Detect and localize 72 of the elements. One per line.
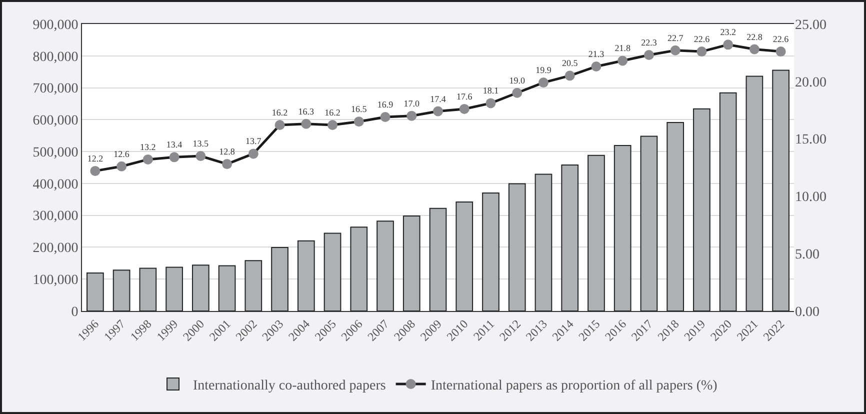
data-label: 17.0 (404, 98, 420, 108)
bar (534, 174, 552, 311)
bar (456, 201, 474, 311)
bar (666, 122, 684, 311)
data-label: 22.6 (694, 34, 710, 44)
data-label: 21.3 (588, 48, 605, 59)
bar (588, 154, 605, 311)
y2-tick-label: 10.00 (795, 190, 826, 206)
bar (482, 192, 500, 311)
bar (376, 220, 394, 311)
y-tick-label: 900,000 (32, 18, 78, 33)
data-label: 21.8 (614, 43, 631, 54)
bar (166, 266, 183, 311)
y-tick-label: 600,000 (32, 114, 78, 129)
bar (746, 76, 764, 311)
data-label: 16.3 (298, 106, 315, 116)
bar (271, 247, 288, 311)
bar (324, 232, 342, 311)
legend-label: Internationally co-authored papers (193, 378, 386, 394)
data-label: 13.4 (166, 140, 183, 150)
bar (429, 208, 447, 311)
bar (640, 136, 658, 311)
bar (350, 226, 368, 311)
data-label: 22.8 (746, 32, 763, 42)
bar (86, 272, 104, 311)
bar (508, 183, 526, 311)
data-label: 16.9 (377, 99, 394, 110)
bar (297, 240, 315, 311)
y-tick-label: 300,000 (32, 209, 78, 224)
y-tick-label: 800,000 (32, 50, 78, 65)
bar (192, 264, 210, 311)
data-label: 13.2 (140, 142, 156, 152)
data-label: 16.2 (272, 108, 288, 118)
data-label: 12.8 (219, 146, 236, 157)
bar (139, 268, 157, 311)
y2-tick-label: 5.00 (795, 248, 820, 262)
bar (772, 70, 790, 311)
data-label: 22.7 (667, 32, 684, 43)
y2-tick-label: 20.00 (795, 75, 826, 90)
bar (218, 265, 236, 311)
data-label: 13.7 (246, 136, 262, 146)
bar (112, 270, 130, 311)
y-tick-label: 0 (71, 304, 78, 320)
data-label: 20.5 (562, 58, 578, 68)
y-tick-label: 500,000 (32, 145, 78, 160)
y2-tick-label: 0.00 (795, 304, 820, 320)
bar (402, 215, 420, 311)
data-label: 19.9 (536, 65, 552, 76)
data-label: 22.3 (641, 38, 658, 48)
y-tick-label: 400,000 (32, 177, 78, 192)
data-label: 23.2 (720, 27, 736, 38)
y2-tick-label: 15.00 (795, 132, 826, 148)
data-label: 16.5 (351, 104, 368, 114)
bar (244, 260, 262, 311)
data-label: 19.0 (509, 75, 526, 86)
bar (561, 164, 579, 311)
y-tick-label: 700,000 (32, 82, 78, 97)
data-label: 17.6 (456, 91, 473, 102)
bar (719, 92, 737, 311)
data-label: 12.6 (114, 148, 130, 159)
y2-tick-label: 25.00 (795, 18, 826, 33)
y-tick-label: 200,000 (32, 241, 78, 256)
data-label: 17.4 (430, 94, 446, 104)
bar (693, 108, 710, 311)
y-tick-label: 100,000 (32, 273, 78, 288)
bar (614, 145, 632, 311)
data-label: 22.6 (772, 34, 790, 44)
data-label: 13.5 (192, 138, 210, 149)
legend-label: International papers as proportion of all papers (%) (430, 378, 718, 394)
data-label: 12.2 (87, 153, 104, 164)
data-label: 16.2 (324, 108, 340, 118)
data-label: 18.1 (482, 86, 499, 96)
